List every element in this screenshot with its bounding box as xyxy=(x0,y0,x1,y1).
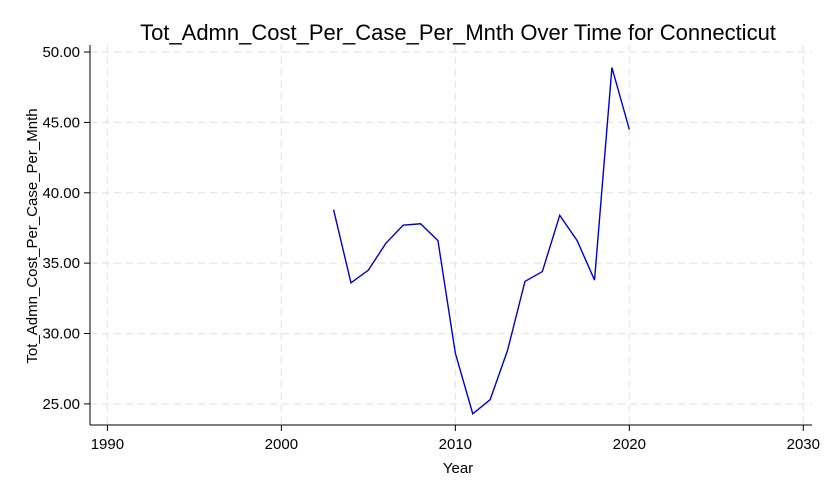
x-axis-label: Year xyxy=(443,460,473,477)
y-tick-label: 50.00 xyxy=(42,44,80,61)
x-tick-label: 2030 xyxy=(787,436,820,453)
y-tick-label: 30.00 xyxy=(42,326,80,343)
x-tick-label: 1990 xyxy=(91,436,124,453)
chart-title: Tot_Admn_Cost_Per_Case_Per_Mnth Over Tim… xyxy=(140,20,776,45)
y-axis-label: Tot_Admn_Cost_Per_Case_Per_Mnth xyxy=(24,108,41,363)
axes xyxy=(89,45,812,426)
series xyxy=(332,67,631,415)
grid xyxy=(90,45,812,425)
y-ticks: 25.00 30.00 35.00 40.00 45.00 50.00 xyxy=(42,44,90,413)
y-tick-label: 45.00 xyxy=(42,114,80,131)
x-tick-label: 2020 xyxy=(613,436,646,453)
y-tick-label: 35.00 xyxy=(42,255,80,272)
x-ticks: 1990 2000 2010 2020 2030 xyxy=(91,425,820,453)
x-tick-label: 2000 xyxy=(265,436,298,453)
series-line xyxy=(332,67,631,415)
x-tick-label: 2010 xyxy=(439,436,472,453)
y-tick-label: 25.00 xyxy=(42,396,80,413)
y-tick-label: 40.00 xyxy=(42,185,80,202)
